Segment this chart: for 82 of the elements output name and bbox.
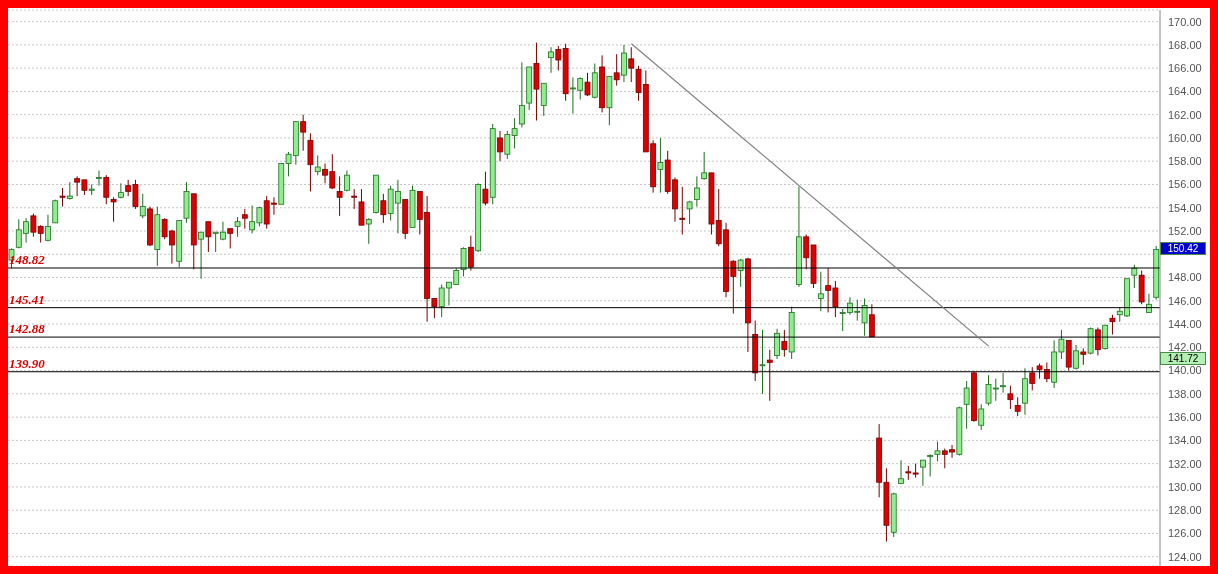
y-tick-label: 148.00 — [1168, 271, 1202, 284]
candlestick — [628, 46, 635, 83]
y-tick-label: 152.00 — [1168, 224, 1202, 237]
candlestick — [1014, 396, 1021, 417]
candlestick — [963, 380, 970, 430]
y-tick-label: 144.00 — [1168, 317, 1202, 330]
candlestick — [96, 170, 102, 187]
candlestick — [1131, 264, 1138, 289]
candlestick — [117, 182, 124, 199]
y-tick-label: 128.00 — [1168, 504, 1202, 517]
candlestick — [548, 46, 554, 74]
candlestick — [927, 453, 934, 477]
candlestick — [817, 271, 824, 312]
ref-line-label: 142.88 — [9, 321, 46, 337]
candlestick — [300, 114, 307, 152]
candlestick — [198, 231, 204, 280]
candlestick — [613, 53, 620, 87]
candlestick — [1029, 366, 1036, 391]
candlestick — [1094, 327, 1101, 356]
candlestick — [365, 217, 372, 245]
candlestick — [45, 214, 51, 242]
candlestick — [351, 188, 358, 210]
candlestick — [497, 130, 503, 162]
candlestick — [380, 193, 387, 224]
candlestick — [774, 328, 780, 360]
candlestick — [103, 174, 110, 205]
text: 150.42 — [1161, 243, 1205, 255]
y-tick-label: 126.00 — [1168, 527, 1202, 540]
candlestick — [898, 459, 904, 484]
candlestick — [460, 246, 467, 277]
candlestick — [205, 221, 212, 253]
candlestick — [227, 228, 234, 249]
candlestick — [759, 329, 766, 395]
y-tick-label: 132.00 — [1168, 457, 1202, 470]
candlestick — [1109, 314, 1116, 336]
y-tick-label: 146.00 — [1168, 294, 1202, 307]
y-tick-label: 154.00 — [1168, 201, 1202, 214]
candlestick — [679, 186, 686, 235]
y-tick-label: 164.00 — [1168, 85, 1202, 98]
candlestick — [868, 303, 875, 338]
y-tick-label: 162.00 — [1168, 108, 1202, 121]
candlestick — [518, 61, 525, 128]
candlestick — [766, 349, 773, 402]
text: 141.72 — [1161, 353, 1205, 365]
y-tick-label: 158.00 — [1168, 155, 1202, 168]
candlestick — [1073, 344, 1079, 370]
y-tick-label: 170.00 — [1168, 15, 1202, 28]
candlestick — [110, 196, 117, 223]
candlestick — [701, 151, 708, 181]
candlestick — [59, 187, 66, 208]
y-tick-label: 130.00 — [1168, 480, 1202, 493]
candlestick — [139, 193, 146, 219]
candlestick — [657, 137, 664, 194]
candlestick — [1007, 385, 1014, 410]
y-tick-label: 166.00 — [1168, 62, 1202, 75]
y-tick-label: 136.00 — [1168, 411, 1202, 424]
ref-line-label: 145.41 — [9, 291, 45, 307]
candlestick — [1102, 324, 1109, 351]
candlestick — [978, 403, 985, 431]
y-tick-label: 142.00 — [1168, 341, 1202, 354]
candlestick — [336, 175, 343, 217]
candlestick — [314, 154, 321, 176]
candlestick — [934, 441, 941, 462]
y-tick-label: 160.00 — [1168, 131, 1202, 144]
candlestick — [241, 208, 248, 230]
y-tick-label: 138.00 — [1168, 387, 1202, 400]
y-tick-label: 168.00 — [1168, 38, 1202, 51]
candlestick — [919, 459, 926, 487]
candlestick — [540, 82, 547, 117]
ref-line-label: 139.90 — [9, 355, 46, 371]
candlestick — [482, 171, 489, 206]
candlestick — [467, 235, 474, 272]
candlestick — [1000, 372, 1006, 394]
candlestick — [693, 175, 700, 208]
y-tick-label: 140.00 — [1168, 364, 1202, 377]
y-tick-label: 156.00 — [1168, 178, 1202, 191]
candlestick — [234, 216, 241, 238]
candlestick — [358, 188, 365, 226]
y-tick-label: 134.00 — [1168, 434, 1202, 447]
candlestick — [621, 44, 627, 83]
candlestick — [781, 329, 788, 358]
y-tick-label: 124.00 — [1168, 550, 1202, 563]
